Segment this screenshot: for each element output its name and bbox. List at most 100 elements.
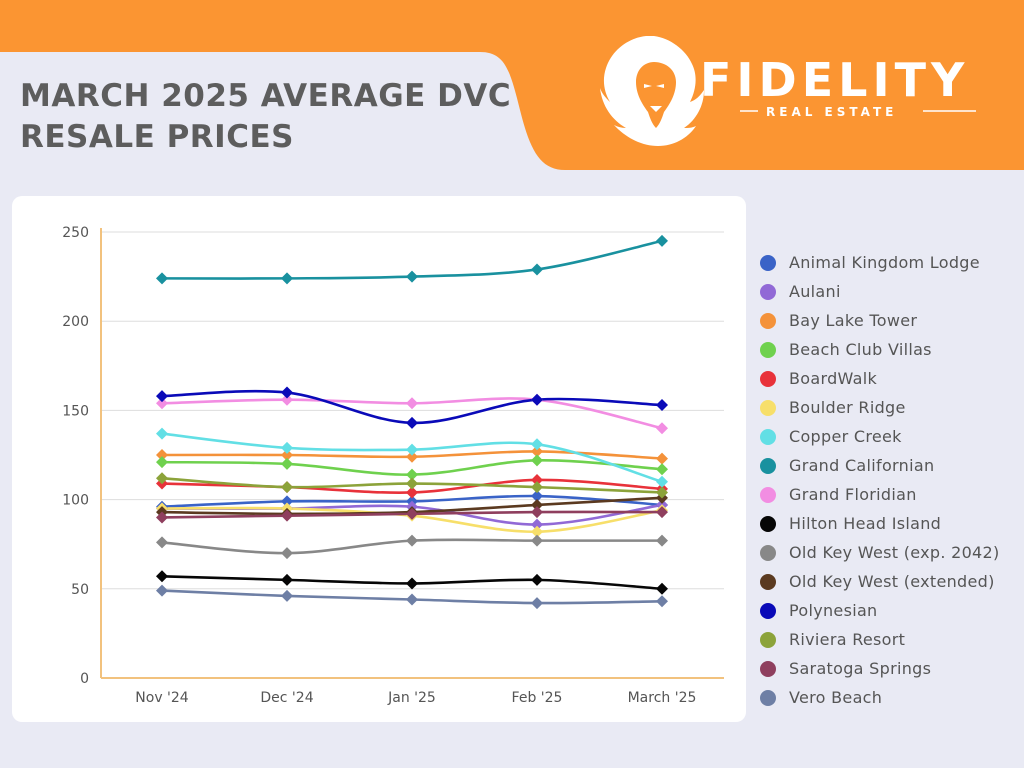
data-point-grand-floridian <box>281 393 293 406</box>
legend-label: BoardWalk <box>789 369 878 388</box>
data-point-old-key-west-exp-2042 <box>156 536 168 549</box>
data-point-grand-floridian <box>406 397 418 410</box>
data-point-aulani <box>531 518 543 531</box>
data-point-grand-californian <box>156 272 168 285</box>
data-point-vero-beach <box>531 597 543 610</box>
legend-item: BoardWalk <box>760 364 1000 393</box>
data-point-hilton-head-island <box>406 577 418 590</box>
data-point-saratoga-springs <box>281 509 293 522</box>
legend-swatch <box>760 515 776 532</box>
legend-item: Vero Beach <box>760 683 1000 712</box>
legend-label: Riviera Resort <box>789 630 906 649</box>
legend-label: Old Key West (exp. 2042) <box>789 543 1000 562</box>
data-point-saratoga-springs <box>156 511 168 524</box>
data-point-beach-club-villas <box>406 468 418 481</box>
data-point-riviera-resort <box>281 481 293 494</box>
data-point-boulder-ridge <box>531 525 543 538</box>
legend-item: Riviera Resort <box>760 625 1000 654</box>
data-point-hilton-head-island <box>156 570 168 583</box>
data-point-hilton-head-island <box>531 573 543 586</box>
data-point-grand-californian <box>406 270 418 283</box>
chart-card: 0 50 100 150 200 250 Nov '24 Dec '24 Jan '25 Feb … <box>12 196 746 722</box>
data-point-polynesian <box>281 386 293 399</box>
legend-swatch <box>760 341 776 358</box>
data-point-copper-creek <box>156 427 168 440</box>
legend-item: Beach Club Villas <box>760 335 1000 364</box>
legend-item: Boulder Ridge <box>760 393 1000 422</box>
legend-swatch <box>760 283 776 300</box>
legend-label: Copper Creek <box>789 427 902 446</box>
legend-swatch <box>760 428 776 445</box>
data-point-copper-creek <box>531 438 543 451</box>
legend-label: Grand Californian <box>789 456 935 475</box>
legend-item: Grand Floridian <box>760 480 1000 509</box>
data-point-bay-lake-tower <box>156 449 168 461</box>
legend-item: Bay Lake Tower <box>760 306 1000 335</box>
data-point-vero-beach <box>656 595 668 608</box>
data-point-animal-kingdom-lodge <box>281 495 293 508</box>
data-point-beach-club-villas <box>656 463 668 476</box>
data-point-hilton-head-island <box>281 573 293 586</box>
brand-name: FIDELITY <box>700 53 970 107</box>
line-chart: 0 50 100 150 200 250 Nov '24 Dec '24 Jan '25 Feb … <box>62 225 724 706</box>
data-point-copper-creek <box>406 443 418 456</box>
legend-label: Old Key West (extended) <box>789 572 995 591</box>
data-point-vero-beach <box>156 584 168 597</box>
data-point-hilton-head-island <box>656 582 668 595</box>
legend-item: Copper Creek <box>760 422 1000 451</box>
legend-label: Grand Floridian <box>789 485 917 504</box>
legend-label: Polynesian <box>789 601 878 620</box>
x-tick-label: Nov '24 <box>135 690 189 706</box>
data-point-grand-floridian <box>156 397 168 410</box>
data-point-boardwalk <box>531 473 543 486</box>
page-title-line1: MARCH 2025 AVERAGE DVC <box>20 78 512 114</box>
data-point-old-key-west-exp-2042 <box>656 534 668 547</box>
data-point-bay-lake-tower <box>531 445 543 458</box>
data-point-grand-californian <box>531 263 543 276</box>
legend-swatch <box>760 573 776 590</box>
data-point-old-key-west-exp-2042 <box>406 534 418 547</box>
legend-label: Hilton Head Island <box>789 514 942 533</box>
legend-label: Bay Lake Tower <box>789 311 918 330</box>
legend-swatch <box>760 689 776 706</box>
y-tick-label: 100 <box>62 493 89 509</box>
data-point-vero-beach <box>281 589 293 602</box>
legend-item: Old Key West (extended) <box>760 567 1000 596</box>
data-point-beach-club-villas <box>281 457 293 470</box>
data-point-boardwalk <box>406 486 418 499</box>
legend-swatch <box>760 370 776 387</box>
data-point-old-key-west-exp-2042 <box>531 534 543 547</box>
y-tick-label: 50 <box>71 582 89 598</box>
legend-label: Boulder Ridge <box>789 398 906 417</box>
data-point-bay-lake-tower <box>656 452 668 465</box>
x-tick-label: Dec '24 <box>260 690 313 706</box>
data-point-old-key-west-exp-2042 <box>281 547 293 560</box>
data-point-copper-creek <box>656 475 668 488</box>
legend-swatch <box>760 602 776 619</box>
y-tick-label: 200 <box>62 314 89 330</box>
data-point-polynesian <box>156 390 168 403</box>
legend-label: Saratoga Springs <box>789 659 932 678</box>
legend-label: Aulani <box>789 282 841 301</box>
data-point-beach-club-villas <box>531 454 543 467</box>
data-point-riviera-resort <box>156 472 168 485</box>
legend-swatch <box>760 312 776 329</box>
data-point-polynesian <box>406 416 418 429</box>
legend-item: Aulani <box>760 277 1000 306</box>
data-point-bay-lake-tower <box>406 450 418 463</box>
y-tick-label: 0 <box>80 671 89 687</box>
data-point-vero-beach <box>406 593 418 606</box>
data-point-saratoga-springs <box>656 506 668 519</box>
legend-swatch <box>760 486 776 503</box>
legend-swatch <box>760 544 776 561</box>
legend-swatch <box>760 254 776 271</box>
legend-swatch <box>760 660 776 677</box>
legend-item: Polynesian <box>760 596 1000 625</box>
x-tick-label: Jan '25 <box>387 690 436 706</box>
legend-label: Beach Club Villas <box>789 340 932 359</box>
data-point-bay-lake-tower <box>281 449 293 461</box>
legend-swatch <box>760 457 776 474</box>
page-title: MARCH 2025 AVERAGE DVC RESALE PRICES <box>20 76 540 158</box>
chart-legend: Animal Kingdom Lodge Aulani Bay Lake Tower… <box>760 248 1000 712</box>
data-point-riviera-resort <box>531 481 543 494</box>
